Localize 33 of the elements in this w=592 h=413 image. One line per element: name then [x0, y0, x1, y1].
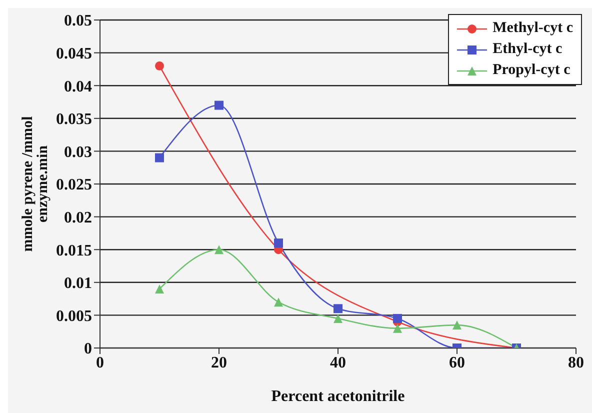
point: [274, 298, 283, 307]
legend-label: Methyl-cyt c: [492, 19, 573, 38]
y-tick-label: 0.03: [64, 144, 92, 161]
legend-label: Propyl-cyt c: [492, 61, 570, 80]
point: [214, 100, 224, 110]
point: [393, 324, 402, 333]
x-axis-title: Percent acetonitrile: [271, 388, 405, 405]
y-tick-label: 0.05: [64, 12, 92, 30]
y-tick-label: 0.025: [56, 176, 92, 194]
point: [393, 314, 402, 323]
y-tick-label: 0.015: [56, 242, 92, 260]
x-tick-label: 60: [449, 354, 465, 372]
y-axis-title: mmole pyrene /mmol enzyme.min: [20, 116, 51, 252]
x-tick-label: 0: [96, 354, 104, 372]
point: [214, 245, 224, 254]
point: [274, 238, 283, 248]
y-tick-label: 0.04: [64, 78, 92, 96]
y-tick-label: 0: [84, 340, 92, 358]
legend-label: Ethyl-cyt c: [492, 40, 562, 59]
point: [334, 304, 342, 314]
y-tick-label: 0.01: [64, 275, 92, 292]
x-tick-label: 80: [568, 354, 584, 372]
point: [334, 314, 342, 323]
point: [155, 61, 164, 70]
point: [452, 320, 462, 330]
y-tick-label: 0.005: [56, 308, 92, 325]
y-tick-label: 0.02: [64, 209, 92, 226]
y-tick-label: 0.045: [56, 45, 92, 62]
y-tick-label: 0.035: [56, 111, 92, 128]
point: [155, 153, 164, 162]
point: [155, 284, 164, 294]
x-tick-label: 20: [211, 354, 227, 372]
x-tick-label: 40: [330, 354, 346, 372]
